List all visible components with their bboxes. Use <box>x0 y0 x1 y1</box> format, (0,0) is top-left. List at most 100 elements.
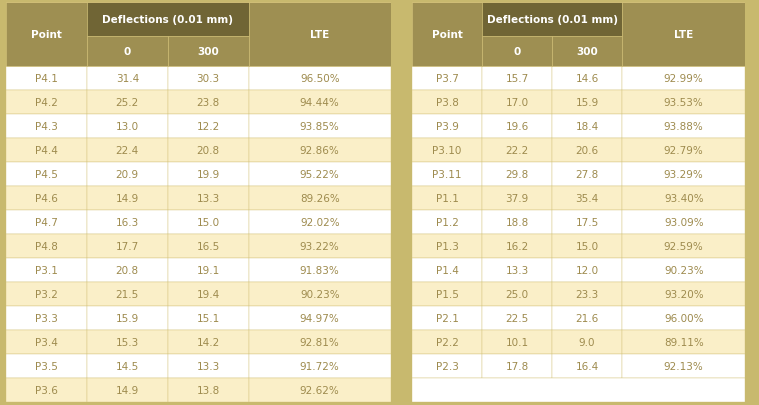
Bar <box>482 3 622 37</box>
Bar <box>6 211 87 234</box>
Text: 93.09%: 93.09% <box>664 217 704 228</box>
Text: P2.3: P2.3 <box>436 361 458 371</box>
Text: 13.3: 13.3 <box>505 265 529 275</box>
Bar <box>248 234 391 258</box>
Bar <box>248 378 391 402</box>
Bar <box>168 67 248 91</box>
Bar <box>168 234 248 258</box>
Text: P3.8: P3.8 <box>436 98 458 108</box>
Bar <box>248 3 391 67</box>
Bar <box>412 306 482 330</box>
Text: 15.0: 15.0 <box>575 241 599 252</box>
Text: 27.8: 27.8 <box>575 170 599 179</box>
Bar <box>87 378 168 402</box>
Bar <box>412 378 745 402</box>
Bar <box>552 187 622 211</box>
Bar <box>248 115 391 139</box>
Bar <box>552 211 622 234</box>
Bar <box>6 354 87 378</box>
Bar <box>168 378 248 402</box>
Bar <box>552 258 622 282</box>
Text: 13.3: 13.3 <box>197 361 219 371</box>
Text: 95.22%: 95.22% <box>300 170 339 179</box>
Bar <box>6 3 87 67</box>
Text: 14.5: 14.5 <box>115 361 139 371</box>
Text: 15.9: 15.9 <box>115 313 139 323</box>
Bar <box>248 306 391 330</box>
Bar <box>482 354 552 378</box>
Text: 19.1: 19.1 <box>197 265 219 275</box>
Bar <box>87 163 168 187</box>
Text: 17.5: 17.5 <box>575 217 599 228</box>
Bar <box>168 354 248 378</box>
Text: P4.4: P4.4 <box>35 146 58 156</box>
Bar <box>168 187 248 211</box>
Bar <box>482 306 552 330</box>
Text: P3.7: P3.7 <box>436 74 458 84</box>
Bar <box>6 330 87 354</box>
Text: 300: 300 <box>576 47 598 57</box>
Text: Deflections (0.01 mm): Deflections (0.01 mm) <box>487 15 618 25</box>
Bar <box>6 187 87 211</box>
Text: P1.3: P1.3 <box>436 241 458 252</box>
Bar <box>248 187 391 211</box>
Text: 14.6: 14.6 <box>575 74 599 84</box>
Text: 0: 0 <box>124 47 131 57</box>
Bar <box>412 67 482 91</box>
Bar <box>622 330 745 354</box>
Text: 12.0: 12.0 <box>575 265 599 275</box>
Bar <box>168 282 248 306</box>
Text: Point: Point <box>432 30 462 40</box>
Text: 22.5: 22.5 <box>505 313 529 323</box>
Text: 16.3: 16.3 <box>115 217 139 228</box>
Bar <box>6 306 87 330</box>
Text: P3.10: P3.10 <box>433 146 461 156</box>
Text: 10.1: 10.1 <box>505 337 529 347</box>
Bar <box>87 282 168 306</box>
Text: P3.2: P3.2 <box>35 289 58 299</box>
Bar <box>412 163 482 187</box>
Bar <box>412 211 482 234</box>
Bar <box>168 91 248 115</box>
Bar <box>6 139 87 163</box>
Bar <box>482 91 552 115</box>
Bar <box>622 187 745 211</box>
Text: 21.6: 21.6 <box>575 313 599 323</box>
Text: 96.50%: 96.50% <box>300 74 339 84</box>
Text: 91.83%: 91.83% <box>300 265 339 275</box>
Text: 17.7: 17.7 <box>115 241 139 252</box>
Bar <box>168 163 248 187</box>
Bar <box>168 306 248 330</box>
Text: 14.9: 14.9 <box>115 194 139 203</box>
Text: 14.2: 14.2 <box>197 337 219 347</box>
Bar <box>552 115 622 139</box>
Text: P3.11: P3.11 <box>433 170 462 179</box>
Text: P4.7: P4.7 <box>35 217 58 228</box>
Text: 92.62%: 92.62% <box>300 385 339 395</box>
Text: 20.9: 20.9 <box>115 170 139 179</box>
Text: 15.3: 15.3 <box>115 337 139 347</box>
Text: 90.23%: 90.23% <box>300 289 339 299</box>
Bar <box>87 67 168 91</box>
Text: 13.0: 13.0 <box>115 122 139 132</box>
Text: 89.11%: 89.11% <box>664 337 704 347</box>
Bar <box>412 187 482 211</box>
Text: 92.81%: 92.81% <box>300 337 339 347</box>
Text: P4.5: P4.5 <box>35 170 58 179</box>
Bar <box>552 91 622 115</box>
Text: 18.8: 18.8 <box>505 217 529 228</box>
Text: 96.00%: 96.00% <box>664 313 704 323</box>
Text: P4.3: P4.3 <box>35 122 58 132</box>
Bar <box>622 354 745 378</box>
Text: 13.8: 13.8 <box>197 385 219 395</box>
Bar <box>552 234 622 258</box>
Bar <box>622 3 745 67</box>
Bar <box>168 211 248 234</box>
Text: 92.02%: 92.02% <box>300 217 339 228</box>
Bar <box>622 234 745 258</box>
Bar <box>482 258 552 282</box>
Text: 92.79%: 92.79% <box>664 146 704 156</box>
Text: 21.5: 21.5 <box>115 289 139 299</box>
Text: 22.4: 22.4 <box>115 146 139 156</box>
Text: P3.6: P3.6 <box>35 385 58 395</box>
